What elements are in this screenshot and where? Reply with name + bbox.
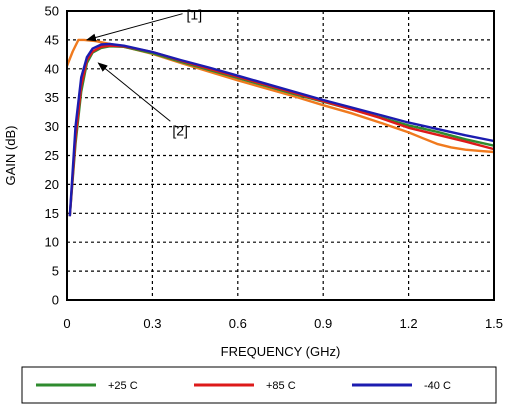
annotation-arrow [97,62,171,122]
x-tick-labels: 0 0.3 0.6 0.9 1.2 1.5 [63,316,503,331]
grid-lines [67,11,494,300]
legend: +25 C +85 C -40 C [21,366,497,404]
x-tick-label: 0.6 [229,316,247,331]
y-tick-label: 25 [45,148,59,163]
y-tick-label: 50 [45,4,59,19]
legend-frame [21,366,497,404]
x-tick-label: 1.2 [400,316,418,331]
y-tick-label: 5 [52,264,59,279]
x-tick-label: 0 [63,316,70,331]
y-tick-labels: 0 5 10 15 20 25 30 35 40 45 50 [45,4,59,308]
series-line-2 [68,42,495,217]
legend-entry: -40 C [424,380,451,392]
legend-entry: +25 C [108,380,138,392]
y-tick-label: 15 [45,206,59,221]
annotation-label: [1] [187,7,203,23]
y-tick-label: 45 [45,32,59,47]
series-lines [65,38,495,217]
y-axis-label: GAIN (dB) [3,126,18,186]
x-axis-label: FREQUENCY (GHz) [221,344,341,359]
annotation-arrow [85,13,183,42]
series-line-0 [68,45,495,217]
series-line-3 [65,38,495,154]
y-tick-label: 40 [45,61,59,76]
annotations: [1] [2] [85,7,203,138]
annotation-label: [2] [172,122,188,138]
y-tick-label: 30 [45,119,59,134]
x-tick-label: 0.9 [314,316,332,331]
y-tick-label: 0 [52,293,59,308]
plot-frame [66,10,495,301]
y-tick-label: 10 [45,235,59,250]
y-tick-label: 35 [45,90,59,105]
x-tick-label: 0.3 [143,316,161,331]
x-tick-label: 1.5 [485,316,503,331]
y-tick-label: 20 [45,177,59,192]
legend-entry: +85 C [266,380,296,392]
